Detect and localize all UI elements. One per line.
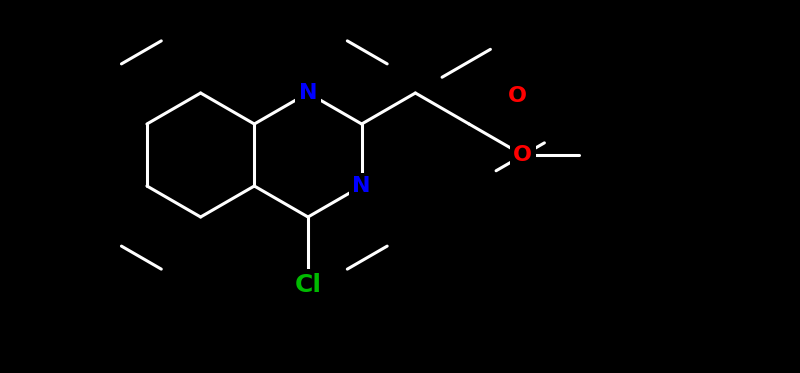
Text: O: O — [508, 86, 527, 106]
Text: O: O — [514, 145, 532, 165]
Text: N: N — [298, 83, 318, 103]
Text: N: N — [353, 176, 371, 196]
Text: Cl: Cl — [294, 273, 322, 297]
